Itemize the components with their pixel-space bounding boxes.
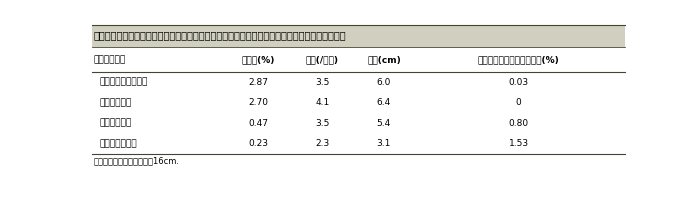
Text: 0.47: 0.47 (248, 119, 269, 128)
Text: 3.5: 3.5 (315, 78, 329, 87)
Text: 6.0: 6.0 (377, 78, 391, 87)
Text: 0.80: 0.80 (509, 119, 529, 128)
Text: 6.4: 6.4 (377, 98, 391, 107)
Text: 0.03: 0.03 (509, 78, 529, 87)
Text: 3.1: 3.1 (377, 139, 391, 148)
Text: 円形剥離した裸地上: 円形剥離した裸地上 (100, 78, 148, 87)
Text: 2.70: 2.70 (248, 98, 269, 107)
Text: 4.1: 4.1 (315, 98, 329, 107)
Text: 草丈(cm): 草丈(cm) (367, 55, 401, 64)
Text: 5.4: 5.4 (377, 119, 391, 128)
Text: 3.5: 3.5 (315, 119, 329, 128)
Text: 2.3: 2.3 (315, 139, 329, 148)
Text: 表１．播種後１年目の定着率、葉数、草丈及び未発芽生存種子の残留割合に及ぼす播種床の影響: 表１．播種後１年目の定着率、葉数、草丈及び未発芽生存種子の残留割合に及ぼす播種床… (94, 31, 346, 41)
Text: 播種床の種類: 播種床の種類 (94, 55, 126, 64)
Text: 0.23: 0.23 (248, 139, 269, 148)
Text: 葉数(/個体): 葉数(/個体) (306, 55, 339, 64)
Text: 0: 0 (516, 98, 521, 107)
Text: 定着率(%): 定着率(%) (242, 55, 275, 64)
Bar (91, 25, 625, 47)
Text: 1.53: 1.53 (509, 139, 529, 148)
Text: 2.87: 2.87 (248, 78, 269, 87)
Text: 未発芽生存種子の残留割合(%): 未発芽生存種子の残留割合(%) (478, 55, 560, 64)
Text: 注）円形の大きさは、直径16cm.: 注）円形の大きさは、直径16cm. (94, 156, 179, 165)
Text: 無攪乱の植生内: 無攪乱の植生内 (100, 139, 138, 148)
Text: 円形の養塊下: 円形の養塊下 (100, 119, 132, 128)
Text: 円形の養塊上: 円形の養塊上 (100, 98, 132, 107)
